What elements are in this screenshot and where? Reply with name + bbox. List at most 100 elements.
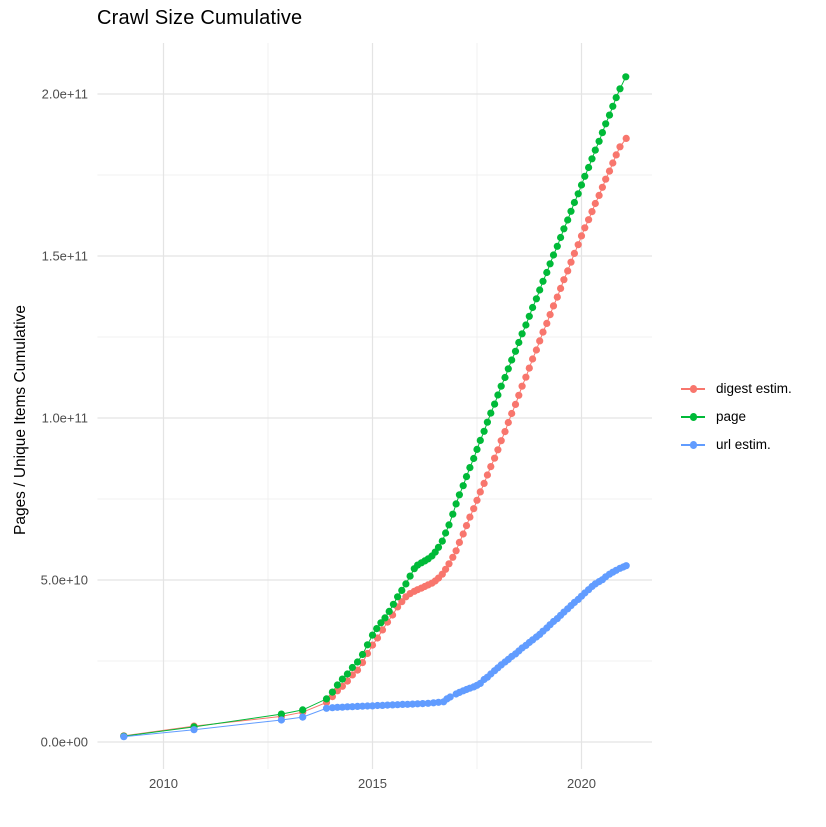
data-point-page [577, 181, 586, 189]
data-point-page [438, 537, 446, 545]
data-point-page [483, 418, 491, 426]
data-point-page [402, 580, 410, 588]
data-point-digest [398, 598, 406, 606]
data-point-digest [508, 409, 516, 418]
data-point-digest [445, 560, 453, 568]
data-point-page [338, 675, 346, 683]
data-point-page [358, 650, 367, 659]
legend-key-page-icon [681, 406, 705, 427]
y-tick-label: 1.5e+11 [42, 249, 88, 264]
data-point-page [609, 102, 617, 110]
data-point-page [442, 529, 450, 537]
data-point-page [598, 129, 607, 137]
data-point-digest [483, 471, 491, 479]
data-point-page [434, 543, 443, 551]
legend-label-digest: digest estim. [716, 381, 792, 396]
legend-dot-icon [689, 385, 697, 393]
data-point-page [581, 172, 589, 180]
y-tick-label: 5.0e+10 [41, 573, 88, 588]
legend-key-url-icon [681, 434, 705, 455]
data-point-page [525, 312, 533, 320]
data-point-page [406, 572, 414, 580]
data-point-digest [501, 428, 509, 436]
data-point-page [511, 347, 520, 355]
data-point-page [452, 500, 460, 508]
chart-title: Crawl Size Cumulative [97, 7, 303, 29]
data-point-page [574, 190, 582, 198]
data-point-digest [598, 183, 607, 191]
data-point-page [588, 155, 596, 163]
data-point-digest [553, 293, 561, 301]
data-point-digest [470, 505, 478, 513]
data-point-page [363, 641, 372, 649]
data-point-page [602, 120, 610, 128]
data-point-url [322, 704, 331, 712]
data-point-digest [518, 382, 526, 390]
data-point-page [501, 373, 509, 382]
data-point-page [385, 607, 393, 616]
data-point-page [605, 111, 614, 119]
data-point-digest [494, 446, 502, 454]
data-point-url [120, 733, 128, 741]
data-point-digest [491, 454, 499, 462]
data-point-digest [462, 522, 471, 530]
legend-dot-icon [689, 413, 697, 421]
y-tick-label: 0.0e+00 [41, 735, 88, 750]
data-point-page [462, 473, 471, 481]
data-point-page [494, 391, 502, 399]
data-point-digest [570, 249, 579, 257]
y-tick-label: 1.0e+11 [42, 411, 88, 426]
data-point-page [546, 260, 554, 268]
data-point-digest [539, 328, 547, 336]
data-point-digest [473, 496, 481, 504]
data-point-digest [557, 284, 565, 292]
data-point-digest [549, 302, 558, 310]
data-point-digest [449, 553, 457, 561]
data-point-url [363, 702, 372, 710]
legend: digest estim. page url estim. [681, 378, 792, 455]
data-point-digest [588, 208, 596, 216]
data-point-page [445, 521, 453, 529]
data-point-url [190, 726, 198, 734]
data-point-page [487, 409, 495, 417]
data-point-page [480, 427, 488, 435]
data-point-page [539, 277, 547, 285]
data-point-page [591, 146, 599, 154]
data-point-digest [595, 191, 603, 199]
legend-dot-icon [689, 441, 697, 449]
data-point-page [322, 695, 331, 703]
data-point-digest [529, 355, 537, 363]
y-tick-label: 2.0e+11 [42, 87, 88, 102]
data-point-page [470, 454, 478, 463]
data-point-page [466, 464, 474, 472]
data-point-page [564, 216, 572, 224]
data-point-digest [497, 437, 505, 445]
data-point-url [383, 701, 392, 709]
data-point-page [449, 510, 457, 518]
data-point-page [459, 482, 467, 490]
legend-key-digest-icon [681, 378, 705, 399]
data-point-digest [564, 267, 572, 275]
data-point-page [348, 663, 356, 672]
data-point-page [476, 436, 484, 444]
data-point-url [446, 693, 454, 701]
data-point-url [424, 699, 432, 707]
data-point-page [549, 251, 558, 259]
data-point-digest [567, 258, 575, 266]
data-point-url [343, 703, 351, 711]
data-point-digest [476, 488, 484, 496]
data-point-digest [378, 626, 387, 634]
data-point-url [333, 703, 341, 711]
data-point-page [394, 593, 402, 601]
data-point-digest [616, 143, 624, 151]
data-point-page [508, 356, 516, 364]
data-point-digest [480, 479, 488, 487]
data-point-page [532, 295, 541, 303]
data-point-page [522, 321, 530, 329]
x-tick-label: 2020 [567, 776, 596, 791]
data-point-url [622, 562, 630, 570]
data-point-digest [609, 159, 617, 167]
data-point-page [504, 365, 512, 373]
data-point-digest [543, 319, 551, 327]
